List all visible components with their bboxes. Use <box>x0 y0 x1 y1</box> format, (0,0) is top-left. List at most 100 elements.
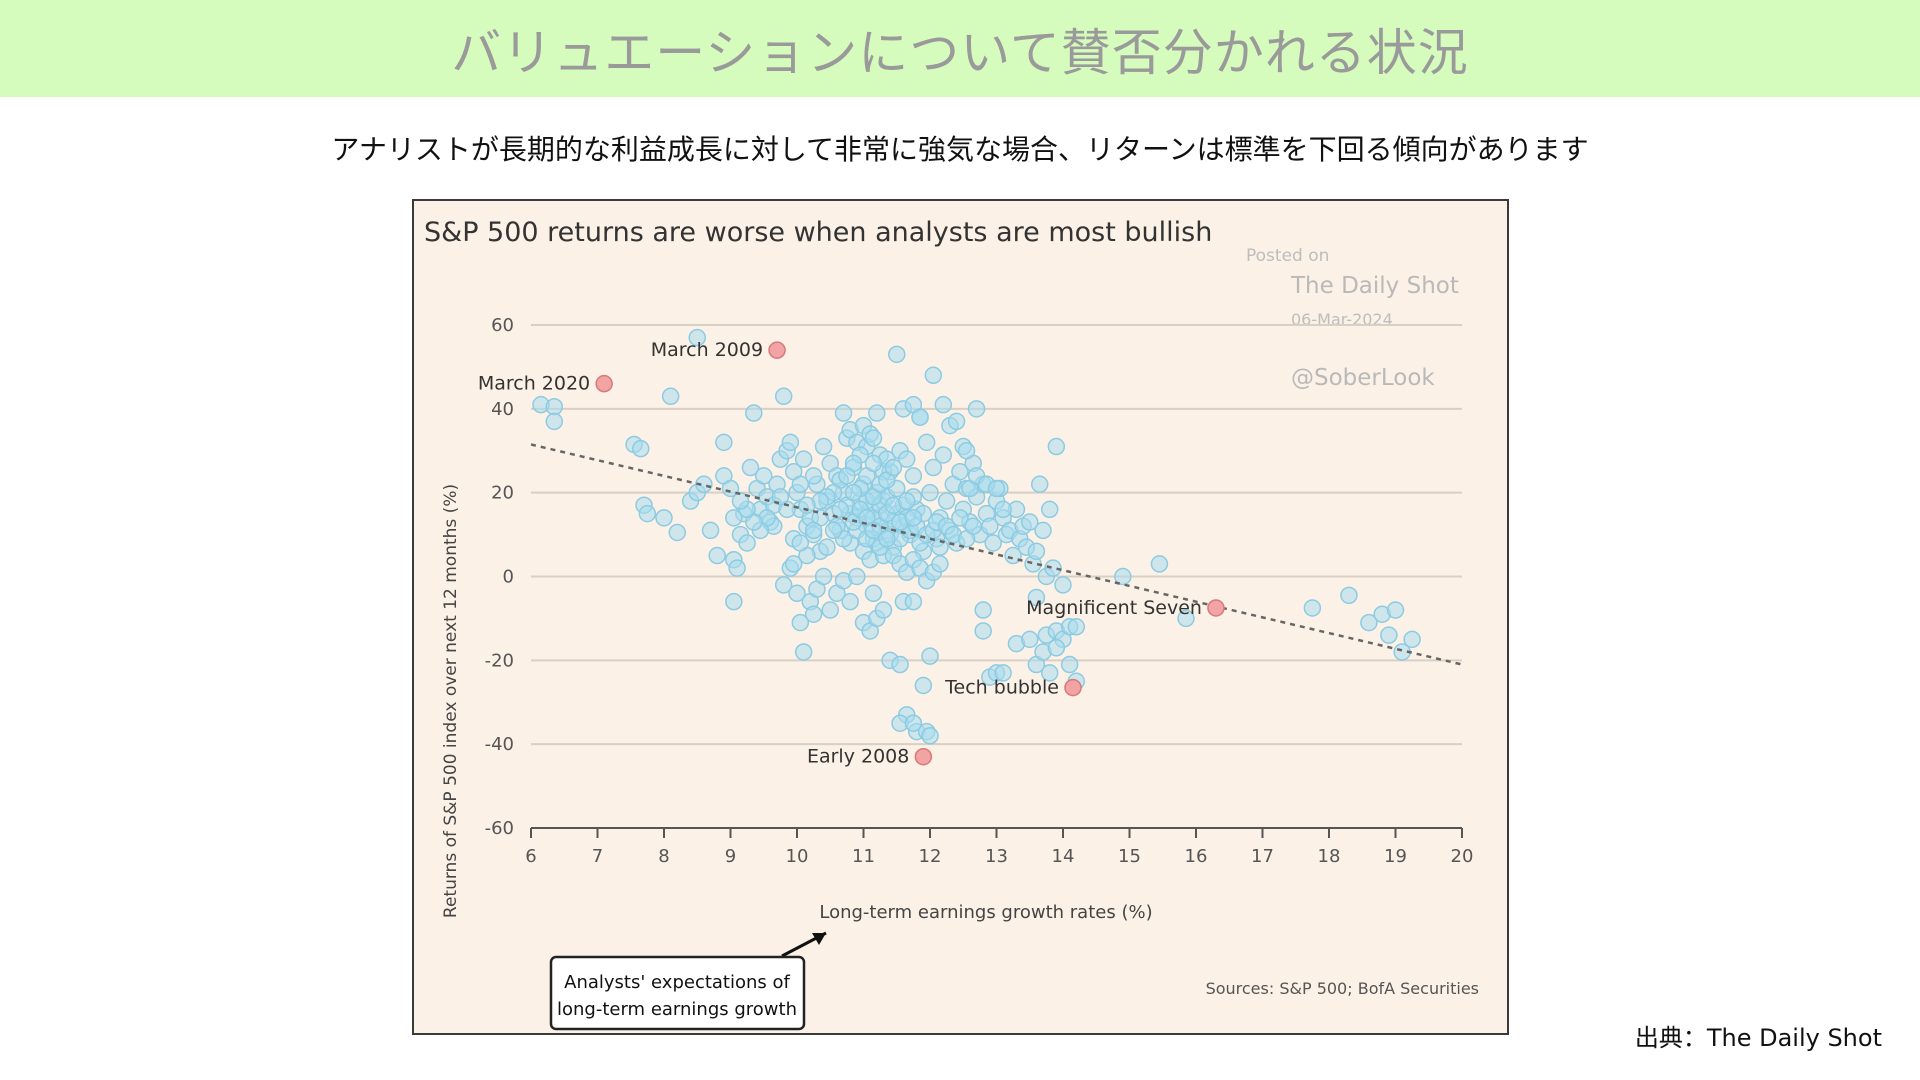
data-point <box>824 521 843 540</box>
data-point <box>1380 626 1398 644</box>
data-point <box>1004 546 1022 565</box>
data-point <box>638 504 657 523</box>
data-point <box>864 584 883 603</box>
data-point <box>668 523 687 542</box>
x-axis: 6 7 8 9 10 11 12 13 14 15 16 17 18 19 20 <box>525 827 1474 867</box>
data-point <box>661 387 680 406</box>
y-tick-label: -40 <box>485 734 514 755</box>
highlighted-point <box>1064 678 1082 697</box>
data-point <box>864 521 883 540</box>
x-tick-label: 16 <box>1185 846 1208 867</box>
data-point <box>814 567 833 586</box>
data-point <box>924 458 943 477</box>
data-point <box>974 622 992 640</box>
data-point <box>864 429 883 447</box>
data-point <box>951 462 969 481</box>
data-point <box>967 400 986 418</box>
data-point <box>1054 576 1072 594</box>
data-point <box>1027 542 1046 561</box>
x-tick-label: 18 <box>1318 846 1341 867</box>
x-tick-label: 8 <box>658 846 669 867</box>
data-point <box>821 601 839 619</box>
data-point <box>545 397 564 416</box>
x-tick-label: 14 <box>1052 846 1075 867</box>
x-axis-label: Long-term earnings growth rates (%) <box>819 902 1152 923</box>
data-point <box>1386 601 1405 619</box>
data-point <box>741 458 760 477</box>
data-point <box>844 483 863 502</box>
callout-box <box>549 955 806 1031</box>
page-title: バリュエーションについて賛否分かれる状況 <box>451 23 1469 82</box>
x-tick-label: 13 <box>985 846 1008 867</box>
data-point <box>1027 588 1046 607</box>
data-point <box>1060 655 1079 674</box>
data-point <box>814 437 833 456</box>
data-point <box>937 492 956 510</box>
data-point <box>947 412 966 431</box>
data-point <box>904 467 923 485</box>
callout-line-1: Analysts' expectations of <box>564 972 790 993</box>
data-point <box>794 450 813 468</box>
y-tick-label: 0 <box>503 567 514 588</box>
data-point <box>834 404 853 422</box>
data-point <box>715 433 733 452</box>
data-point <box>1403 630 1421 649</box>
chart-title: S&P 500 returns are worse when analysts … <box>424 217 1212 248</box>
data-point <box>771 488 790 506</box>
title-banner: バリュエーションについて賛否分かれる状況 <box>0 0 1920 97</box>
data-point <box>864 454 883 473</box>
callout-arrowhead <box>812 933 826 945</box>
data-point <box>804 467 823 485</box>
page-subtitle: アナリストが長期的な利益成長に対して非常に強気な場合、リターンは標準を下回る傾向… <box>331 133 1589 166</box>
data-point <box>1150 555 1169 573</box>
data-point <box>791 534 810 552</box>
data-point <box>1114 567 1132 586</box>
data-point <box>957 442 976 460</box>
data-point <box>1021 513 1039 531</box>
data-point <box>818 538 836 556</box>
data-point <box>631 439 650 458</box>
data-point <box>994 664 1012 682</box>
data-point <box>725 592 743 611</box>
data-point <box>904 509 923 527</box>
data-point <box>774 576 793 594</box>
watermark-handle: @SoberLook <box>1291 365 1435 391</box>
x-tick-label: 7 <box>592 846 603 867</box>
data-point <box>921 727 939 745</box>
data-point <box>728 559 746 577</box>
data-point <box>1030 475 1049 494</box>
data-point <box>1040 664 1059 682</box>
x-tick-label: 12 <box>919 846 942 867</box>
highlighted-point <box>595 374 613 393</box>
data-point <box>984 534 1002 552</box>
y-tick-label: 20 <box>491 483 514 504</box>
x-tick-label: 20 <box>1451 846 1474 867</box>
data-point <box>1340 586 1358 605</box>
data-point <box>774 387 793 406</box>
data-point <box>701 521 720 540</box>
data-point <box>1177 609 1195 628</box>
data-point <box>781 433 800 452</box>
data-point <box>784 555 803 573</box>
data-point <box>788 584 806 603</box>
data-point <box>655 509 673 527</box>
data-point <box>1047 437 1066 456</box>
trend-line <box>530 443 1463 666</box>
data-point <box>804 521 823 540</box>
data-point <box>794 643 813 661</box>
y-tick-label: -20 <box>485 650 514 671</box>
highlight-label: Early 2008 <box>807 746 909 768</box>
data-point <box>904 592 923 611</box>
highlighted-point <box>914 747 933 766</box>
callout-line-2: long-term earnings growth <box>557 999 797 1020</box>
data-point <box>934 395 953 414</box>
chart-sources: Sources: S&P 500; BofA Securities <box>1206 979 1479 998</box>
data-point <box>725 509 743 527</box>
data-point <box>1034 521 1052 540</box>
highlighted-point <box>768 341 786 359</box>
data-point <box>888 345 906 364</box>
data-point <box>924 366 943 385</box>
data-point <box>911 408 929 426</box>
data-point <box>874 601 893 619</box>
x-tick-label: 17 <box>1251 846 1274 867</box>
